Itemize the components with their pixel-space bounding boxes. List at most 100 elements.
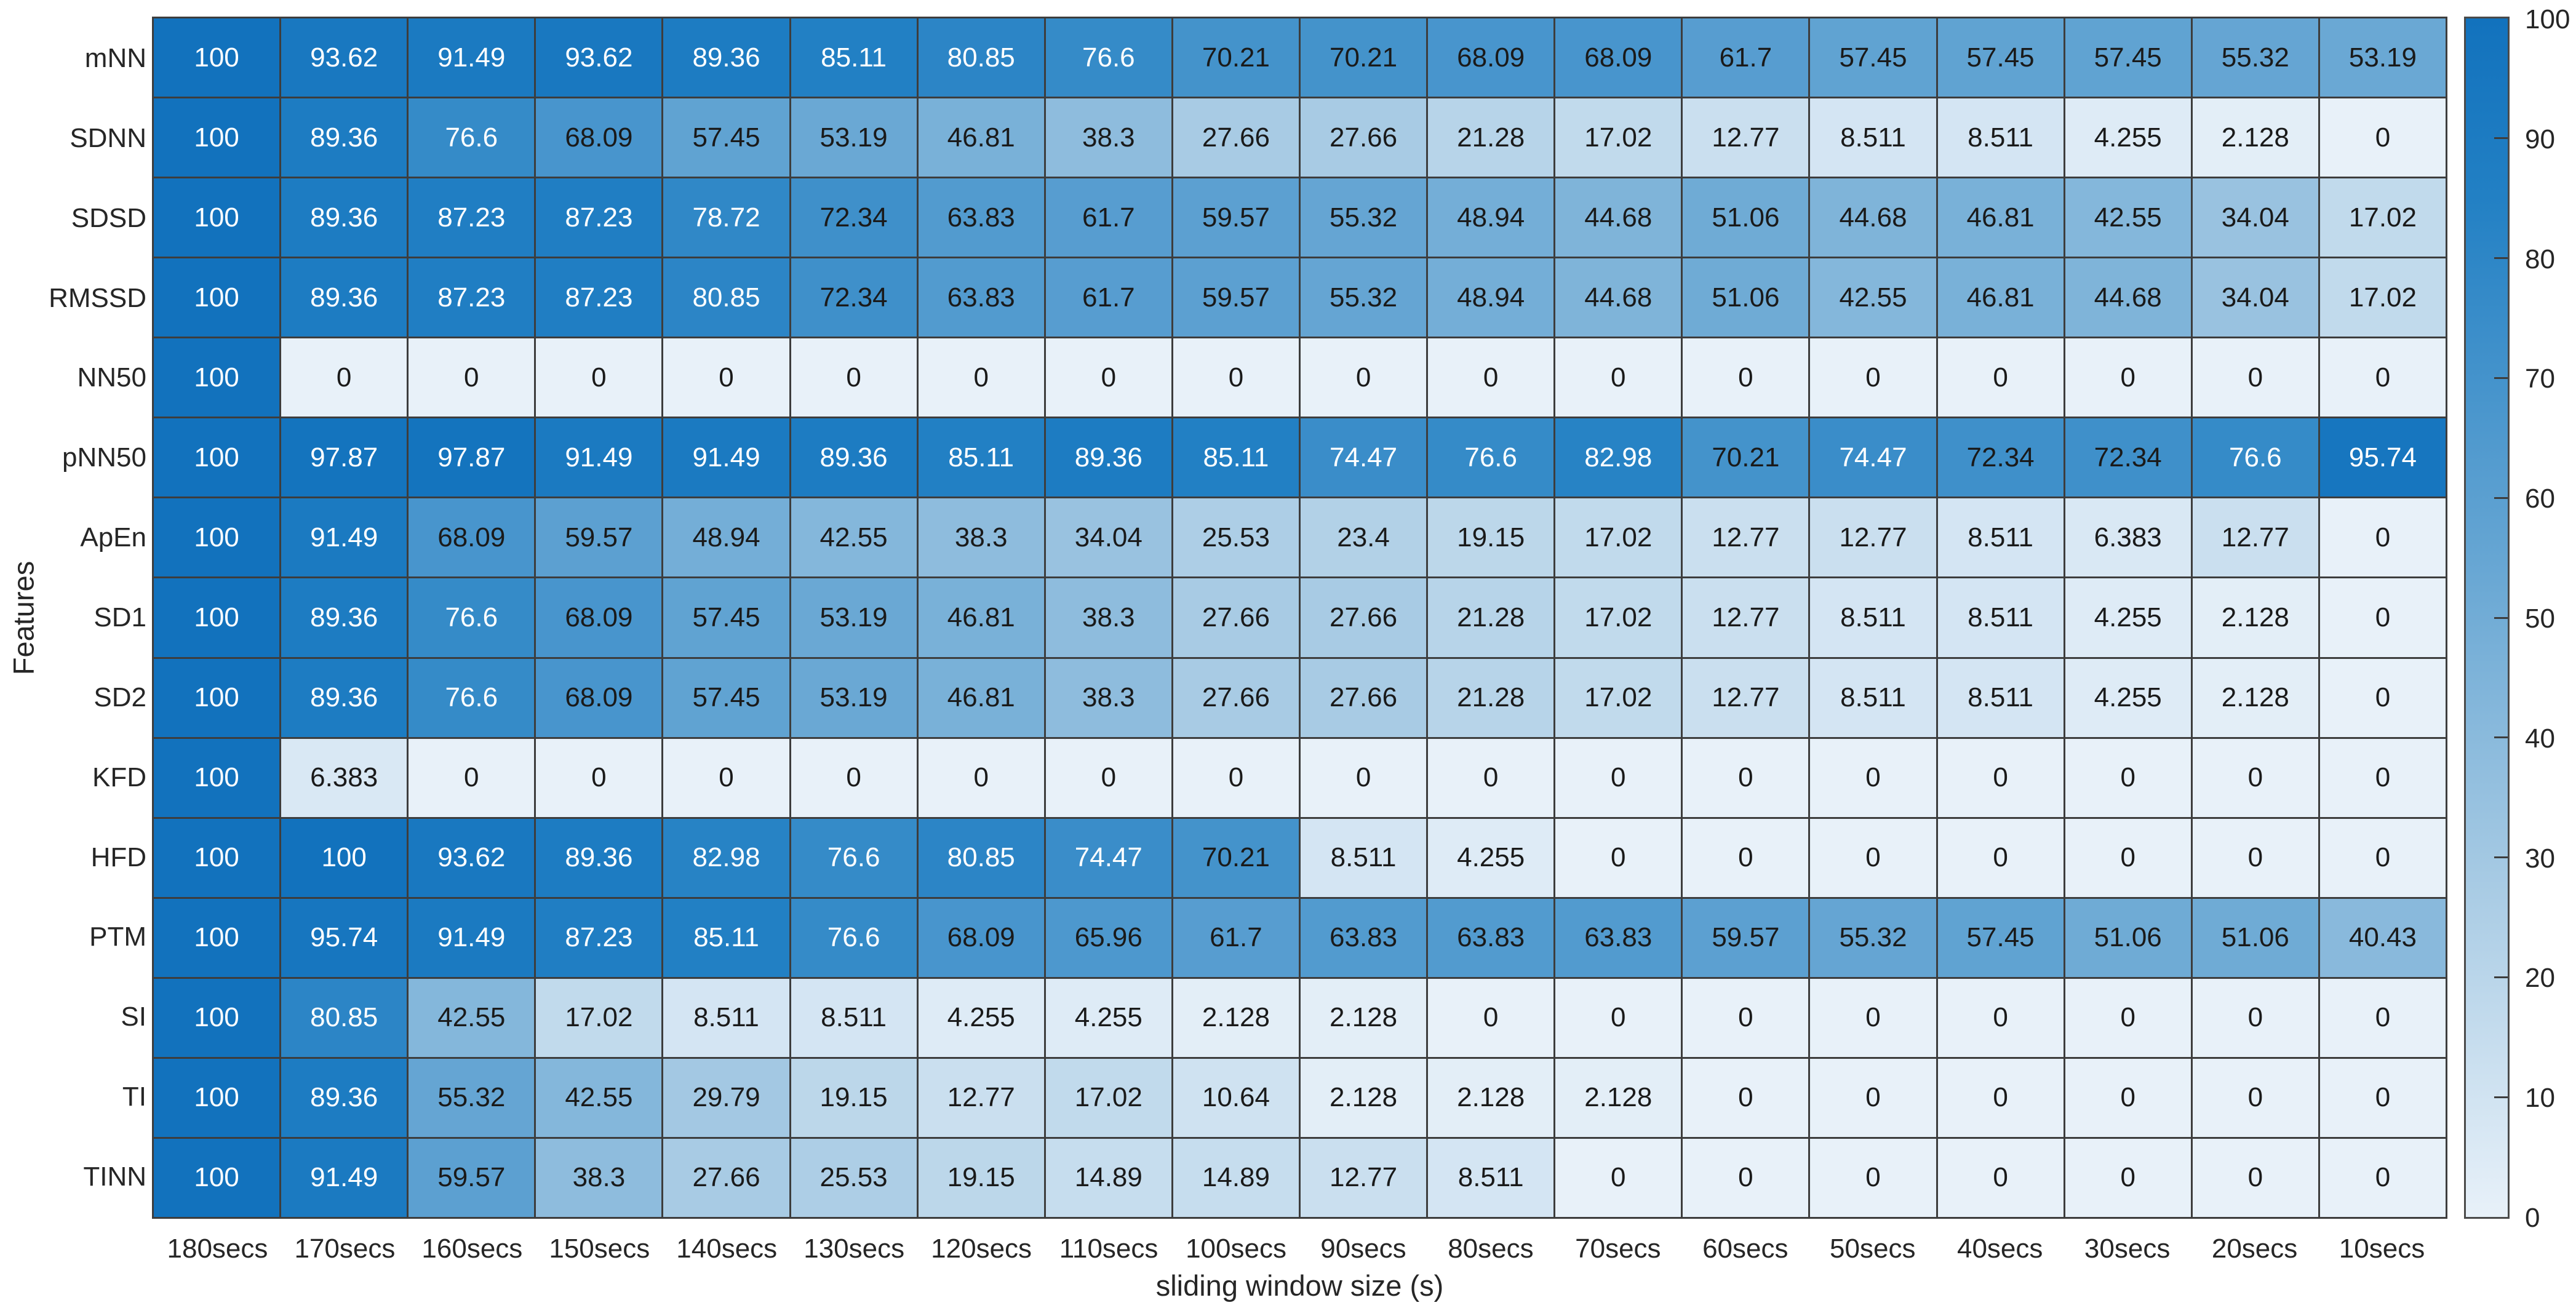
heatmap-cell: 17.02 [2319, 178, 2446, 257]
heatmap-cell: 0 [1045, 738, 1171, 817]
heatmap-cell: 8.511 [1428, 1138, 1554, 1217]
heatmap-cell: 0 [2192, 1058, 2318, 1137]
heatmap-cell: 0 [2319, 658, 2446, 737]
heatmap-cell: 0 [1937, 338, 2064, 417]
heatmap-cell: 76.6 [1428, 418, 1554, 497]
heatmap-cell: 17.02 [536, 978, 662, 1057]
heatmap-cell: 89.36 [791, 418, 917, 497]
row-label: pNN50 [62, 442, 146, 473]
heatmap-cell: 91.49 [281, 498, 407, 577]
heatmap-cell: 17.02 [2319, 258, 2446, 337]
heatmap-cell: 87.23 [536, 898, 662, 977]
heatmap-cell: 70.21 [1173, 18, 1299, 97]
heatmap-cell: 68.09 [1555, 18, 1681, 97]
heatmap-cell: 0 [1683, 1138, 1809, 1217]
col-label: 60secs [1702, 1234, 1788, 1264]
row-label: SDNN [70, 122, 146, 153]
heatmap-cell: 85.11 [791, 18, 917, 97]
heatmap-cell: 38.3 [1045, 98, 1171, 177]
heatmap-cell: 0 [1937, 1138, 2064, 1217]
heatmap-cell: 51.06 [1683, 178, 1809, 257]
heatmap-cell: 57.45 [663, 98, 789, 177]
heatmap-cell: 63.83 [1301, 898, 1427, 977]
heatmap-cell: 0 [1173, 738, 1299, 817]
heatmap-cell: 42.55 [409, 978, 535, 1057]
heatmap-cell: 27.66 [663, 1138, 789, 1217]
heatmap-cell: 46.81 [918, 578, 1044, 657]
heatmap-cell: 2.128 [1301, 978, 1427, 1057]
col-label: 160secs [421, 1234, 523, 1264]
heatmap-cell: 0 [281, 338, 407, 417]
heatmap-cell: 8.511 [663, 978, 789, 1057]
heatmap-cell: 72.34 [791, 258, 917, 337]
heatmap-cell: 0 [409, 338, 535, 417]
col-label: 120secs [931, 1234, 1032, 1264]
heatmap-cell: 12.77 [1683, 578, 1809, 657]
heatmap-cell: 8.511 [1937, 578, 2064, 657]
heatmap-cell: 2.128 [1301, 1058, 1427, 1137]
colorbar-tick-label: 40 [2525, 723, 2555, 754]
heatmap-cell: 95.74 [2319, 418, 2446, 497]
heatmap-cell: 100 [154, 258, 280, 337]
heatmap-cell: 42.55 [536, 1058, 662, 1137]
row-label: SD1 [94, 602, 146, 632]
colorbar-tick-label: 30 [2525, 843, 2555, 874]
heatmap-cell: 0 [2319, 498, 2446, 577]
heatmap-cell: 44.68 [1555, 258, 1681, 337]
heatmap-cell: 89.36 [281, 258, 407, 337]
heatmap-cell: 76.6 [409, 658, 535, 737]
heatmap-cell: 38.3 [1045, 658, 1171, 737]
col-label: 100secs [1186, 1234, 1286, 1264]
heatmap-cell: 57.45 [1937, 18, 2064, 97]
heatmap-cell: 0 [2319, 1138, 2446, 1217]
heatmap-cell: 6.383 [281, 738, 407, 817]
heatmap-cell: 57.45 [663, 658, 789, 737]
heatmap-cell: 0 [2065, 338, 2191, 417]
heatmap-cell: 68.09 [536, 98, 662, 177]
heatmap-cell: 8.511 [1810, 98, 1936, 177]
heatmap-cell: 100 [154, 578, 280, 657]
col-label: 40secs [1956, 1234, 2043, 1264]
heatmap-cell: 0 [1428, 978, 1554, 1057]
heatmap-cell: 61.7 [1045, 178, 1171, 257]
heatmap-cell: 0 [2319, 1058, 2446, 1137]
heatmap-cell: 21.28 [1428, 98, 1554, 177]
heatmap-cell: 48.94 [1428, 178, 1554, 257]
heatmap-cell: 25.53 [1173, 498, 1299, 577]
heatmap-cell: 100 [154, 818, 280, 897]
heatmap-cell: 40.43 [2319, 898, 2446, 977]
heatmap-cell: 61.7 [1045, 258, 1171, 337]
heatmap-cell: 0 [1937, 738, 2064, 817]
heatmap-cell: 78.72 [663, 178, 789, 257]
heatmap-cell: 14.89 [1173, 1138, 1299, 1217]
colorbar-tick-mark [2494, 976, 2508, 978]
heatmap-cell: 0 [2319, 578, 2446, 657]
heatmap-cell: 85.11 [1173, 418, 1299, 497]
heatmap-cell: 0 [1173, 338, 1299, 417]
heatmap-cell: 44.68 [1810, 178, 1936, 257]
row-label: HFD [90, 842, 146, 872]
heatmap-cell: 0 [1555, 338, 1681, 417]
heatmap-cell: 0 [1937, 978, 2064, 1057]
heatmap-cell: 55.32 [1301, 258, 1427, 337]
colorbar-tick-label: 60 [2525, 484, 2555, 514]
heatmap-cell: 100 [281, 818, 407, 897]
heatmap-cell: 0 [2319, 738, 2446, 817]
heatmap-cell: 0 [2065, 1138, 2191, 1217]
heatmap-cell: 29.79 [663, 1058, 789, 1137]
heatmap-cell: 42.55 [1810, 258, 1936, 337]
heatmap-cell: 27.66 [1301, 658, 1427, 737]
colorbar-tick-mark [2494, 257, 2508, 260]
heatmap-cell: 76.6 [409, 578, 535, 657]
heatmap-cell: 100 [154, 498, 280, 577]
heatmap-cell: 12.77 [1683, 498, 1809, 577]
heatmap-cell: 2.128 [2192, 658, 2318, 737]
heatmap-cell: 0 [1937, 1058, 2064, 1137]
heatmap-cell: 55.32 [1301, 178, 1427, 257]
heatmap-cell: 91.49 [536, 418, 662, 497]
heatmap-cell: 8.511 [791, 978, 917, 1057]
heatmap-cell: 51.06 [2065, 898, 2191, 977]
heatmap-cell: 0 [2192, 818, 2318, 897]
heatmap-cell: 4.255 [2065, 578, 2191, 657]
colorbar-tick-label: 80 [2525, 244, 2555, 274]
